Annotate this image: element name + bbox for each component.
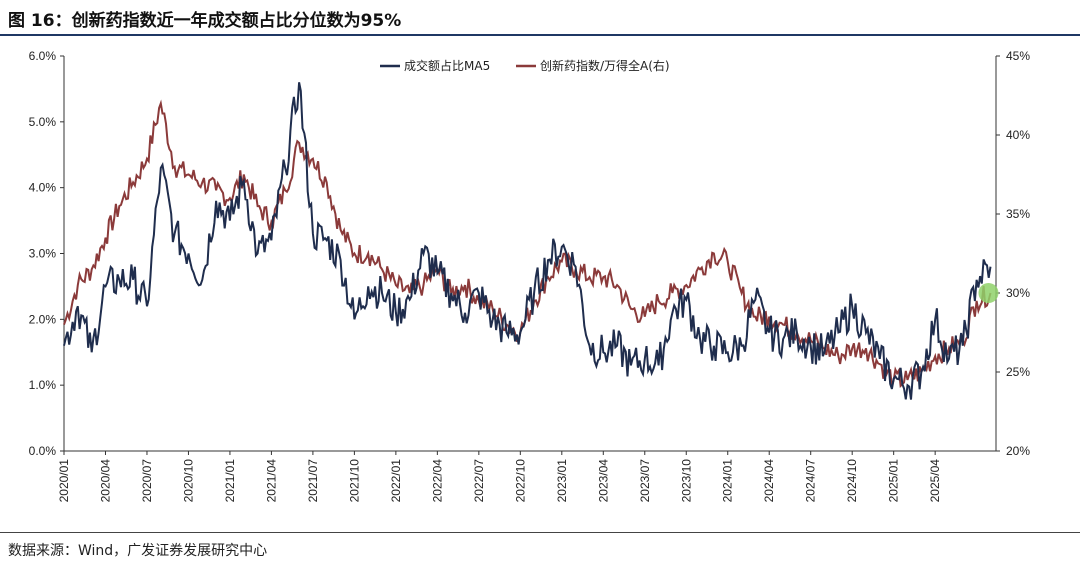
- left-tick-label: 5.0%: [29, 115, 57, 129]
- x-tick-label: 2020/07: [140, 459, 154, 503]
- series-turnover-ma5-line: [63, 82, 992, 400]
- x-tick-label: 2024/07: [804, 459, 818, 503]
- x-tick-label: 2025/04: [928, 459, 942, 503]
- right-tick-label: 40%: [1006, 128, 1030, 142]
- left-tick-label: 6.0%: [29, 49, 57, 63]
- x-tick-label: 2023/04: [596, 459, 610, 503]
- left-tick-label: 4.0%: [29, 181, 57, 195]
- x-tick-label: 2024/10: [845, 459, 859, 503]
- x-tick-label: 2022/10: [513, 459, 527, 503]
- x-tick-label: 2022/07: [472, 459, 486, 503]
- series-innovative-drug-ratio-line: [63, 99, 992, 389]
- line-chart: 0.0% 1.0% 2.0% 3.0% 4.0% 5.0% 6.0% 20% 25% 30% 35%…: [29, 49, 1031, 503]
- right-tick-label: 35%: [1006, 207, 1030, 221]
- highlight-marker: [978, 283, 999, 303]
- x-tick-label: 2021/10: [347, 459, 361, 503]
- right-tick-label: 45%: [1006, 49, 1030, 63]
- x-tick-label: 2021/07: [306, 459, 320, 503]
- legend-label-ratio: 创新药指数/万得全A(右): [540, 58, 670, 73]
- right-tick-label: 20%: [1006, 444, 1030, 458]
- x-tick-label: 2023/10: [679, 459, 693, 503]
- x-tick-label: 2020/10: [181, 459, 195, 503]
- x-tick-label: 2022/01: [389, 459, 403, 503]
- right-tick-label: 25%: [1006, 365, 1030, 379]
- x-tick-label: 2022/04: [430, 459, 444, 503]
- left-tick-label: 0.0%: [29, 444, 57, 458]
- x-tick-label: 2023/07: [638, 459, 652, 503]
- x-tick-label: 2020/01: [57, 459, 71, 503]
- x-tick-label: 2020/04: [98, 459, 112, 503]
- left-tick-label: 3.0%: [29, 247, 57, 261]
- x-tick-label: 2023/01: [555, 459, 569, 503]
- x-tick-label: 2024/04: [762, 459, 776, 503]
- x-tick-label: 2021/04: [264, 459, 278, 503]
- right-tick-label: 30%: [1006, 286, 1030, 300]
- x-tick-label: 2021/01: [223, 459, 237, 503]
- title-rule: [0, 34, 1080, 36]
- x-tick-label: 2024/01: [721, 459, 735, 503]
- chart-title: 图 16：创新药指数近一年成交额占比分位数为95%: [8, 11, 402, 31]
- source-rule: [0, 532, 1080, 533]
- left-tick-label: 1.0%: [29, 378, 57, 392]
- x-tick-label: 2025/01: [887, 459, 901, 503]
- legend-label-ma5: 成交额占比MA5: [404, 58, 490, 73]
- left-tick-label: 2.0%: [29, 312, 57, 326]
- source-note: 数据来源：Wind，广发证券发展研究中心: [8, 543, 268, 559]
